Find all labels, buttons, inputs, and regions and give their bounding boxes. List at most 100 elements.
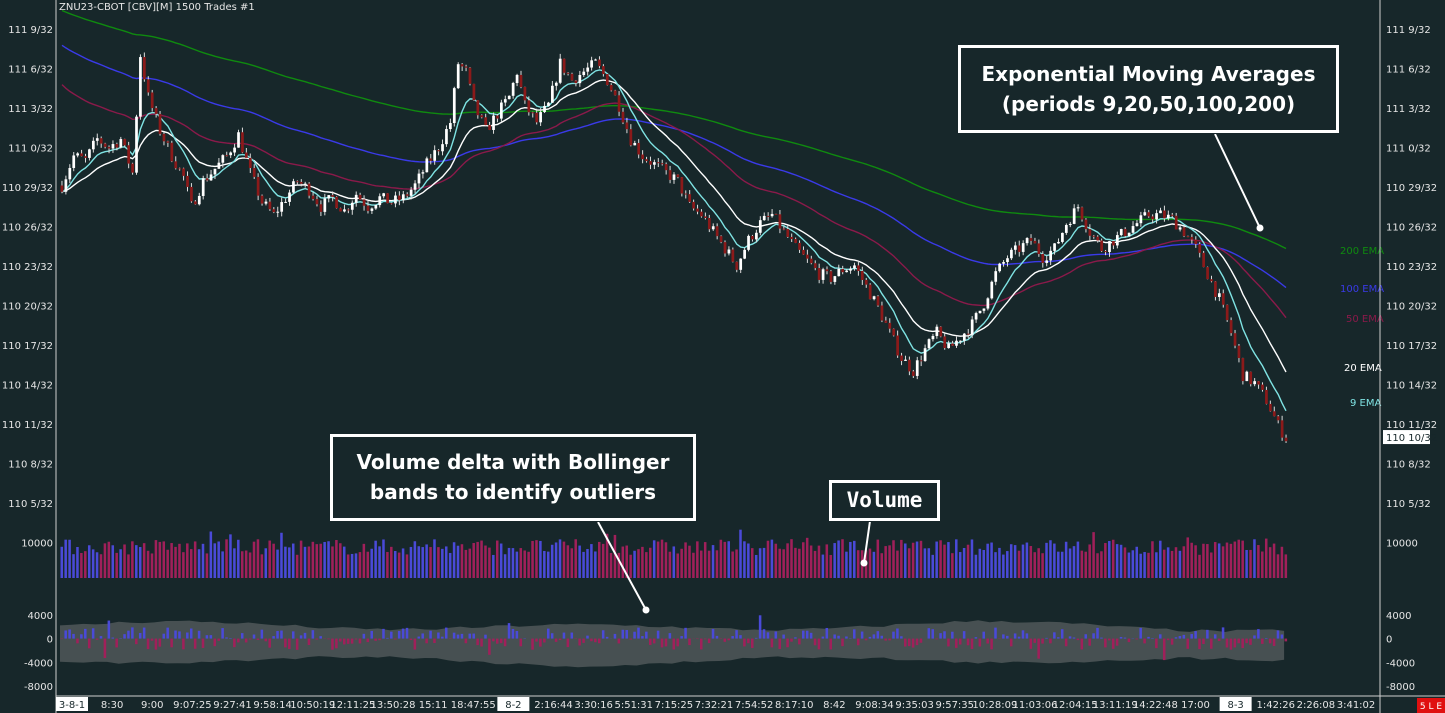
candle-body	[1021, 243, 1025, 252]
candle-body	[174, 161, 178, 169]
candle-body	[150, 92, 154, 109]
delta-bar	[805, 630, 809, 639]
time-date-box	[56, 697, 88, 711]
delta-bar	[1147, 636, 1150, 639]
candle-body	[72, 155, 76, 168]
volume-bar	[1017, 550, 1021, 578]
delta-bar	[1221, 627, 1225, 639]
volume-bar	[339, 543, 342, 578]
candle-body	[1198, 244, 1202, 253]
volume-bar	[284, 546, 287, 578]
delta-bar	[751, 638, 754, 648]
time-label: 9:07:25	[173, 700, 212, 711]
volume-bar	[711, 545, 715, 578]
price-tick-left: 111 3/32	[8, 104, 53, 115]
volume-bar	[676, 553, 679, 578]
volume-bar	[342, 546, 346, 578]
candle-body	[476, 100, 480, 116]
delta-bar	[507, 623, 511, 639]
delta-tick-left: 4000	[28, 611, 53, 622]
volume-bar	[335, 540, 338, 578]
delta-bar	[154, 638, 158, 650]
candle-body	[786, 228, 790, 237]
volume-bar	[60, 546, 64, 578]
volume-bar	[554, 542, 558, 578]
delta-bar	[264, 638, 268, 642]
price-tick-right: 111 6/32	[1386, 65, 1431, 76]
candle-body	[731, 249, 735, 262]
delta-callout-line1: Volume delta with Bollinger	[356, 450, 670, 474]
delta-bar	[472, 633, 475, 639]
candle-body	[872, 296, 876, 300]
volume-bar	[751, 548, 754, 578]
delta-bar	[974, 637, 978, 639]
delta-bar	[1017, 636, 1021, 639]
time-date-label: 8-3	[1227, 700, 1243, 711]
candle-body	[292, 181, 295, 193]
candle-body	[1178, 227, 1182, 230]
delta-bar	[786, 638, 789, 648]
volume-bar	[955, 539, 958, 578]
volume-bar	[107, 541, 111, 578]
delta-bar	[276, 631, 279, 639]
candle-body	[535, 112, 539, 123]
volume-bar	[111, 545, 115, 578]
volume-bar	[947, 542, 950, 578]
delta-bar	[1021, 630, 1025, 639]
delta-bar	[904, 638, 907, 647]
candle-body	[668, 170, 672, 180]
price-tick-right: 110 29/32	[1386, 183, 1437, 194]
delta-bar	[939, 633, 942, 639]
volume-bar	[237, 539, 240, 578]
delta-bar	[1206, 629, 1209, 639]
volume-bar	[150, 553, 154, 578]
delta-bar	[798, 638, 801, 645]
candle-body	[696, 208, 699, 212]
volume-bar	[519, 548, 523, 578]
candle-body	[131, 163, 134, 173]
delta-bar	[1068, 636, 1072, 639]
volume-bar	[1147, 552, 1150, 578]
volume-bar	[193, 541, 197, 578]
candle-body	[813, 263, 817, 269]
delta-tick-right: -8000	[1386, 682, 1415, 693]
candle-body	[986, 298, 990, 309]
delta-bar	[578, 638, 581, 646]
delta-bar	[299, 635, 303, 639]
delta-bar	[1104, 638, 1107, 648]
candle-body	[1174, 215, 1178, 230]
delta-bar	[648, 638, 652, 645]
candle-body	[825, 269, 829, 272]
volume-bar	[845, 551, 848, 578]
delta-bar	[288, 638, 291, 649]
candle-body	[1155, 213, 1158, 220]
volume-bar	[884, 546, 887, 578]
delta-bar	[397, 630, 401, 639]
ema20-legend: 20 EMA	[1344, 363, 1382, 374]
volume-bar	[715, 550, 719, 578]
delta-bar	[562, 632, 566, 639]
delta-bar	[994, 627, 997, 639]
volume-bar	[1025, 542, 1029, 578]
delta-bar	[350, 638, 354, 644]
volume-bar	[476, 541, 479, 578]
delta-bar	[955, 638, 958, 648]
volume-bar	[535, 540, 538, 578]
delta-bar	[229, 638, 232, 639]
volume-bar	[637, 549, 640, 578]
price-tick-right: 110 8/32	[1386, 459, 1431, 470]
volume-bar	[892, 540, 895, 578]
candle-body	[1041, 254, 1045, 263]
delta-bar	[1025, 633, 1029, 639]
volume-bar	[821, 554, 825, 578]
candle-body	[680, 177, 684, 194]
candle-body	[1049, 250, 1053, 261]
volume-bar	[527, 551, 530, 578]
candle-body	[413, 183, 417, 190]
delta-bar	[1249, 638, 1252, 645]
candle-body	[201, 178, 205, 196]
delta-bar	[1115, 638, 1119, 646]
candle-body	[256, 176, 260, 196]
price-tick-right: 110 20/32	[1386, 301, 1437, 312]
